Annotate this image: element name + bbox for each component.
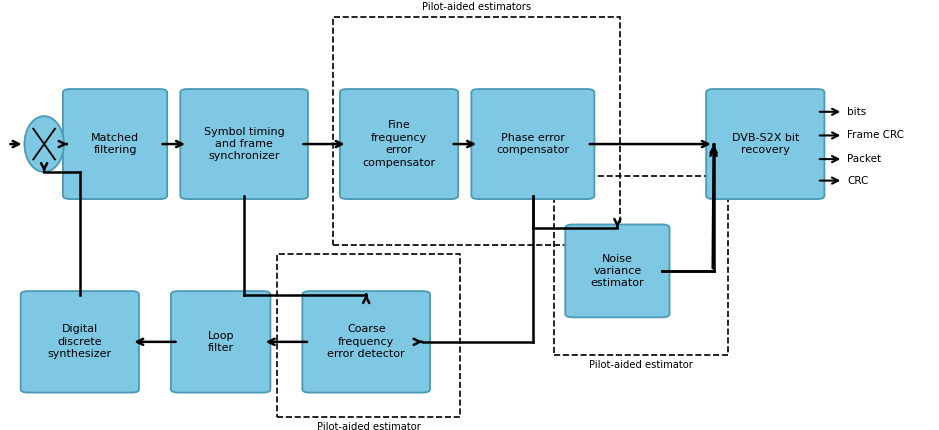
Text: Phase error
compensator: Phase error compensator <box>497 133 569 155</box>
Text: Matched
filtering: Matched filtering <box>91 133 139 155</box>
Text: Digital
discrete
synthesizer: Digital discrete synthesizer <box>48 325 112 359</box>
Text: Frame CRC: Frame CRC <box>847 130 904 141</box>
Text: Fine
frequency
error
compensator: Fine frequency error compensator <box>362 120 436 168</box>
FancyBboxPatch shape <box>706 89 824 199</box>
FancyBboxPatch shape <box>180 89 308 199</box>
Text: Pilot-aided estimator: Pilot-aided estimator <box>316 422 421 430</box>
Text: Pilot-aided estimators: Pilot-aided estimators <box>422 2 531 12</box>
Text: bits: bits <box>847 107 867 117</box>
FancyBboxPatch shape <box>340 89 458 199</box>
Text: Loop
filter: Loop filter <box>208 331 234 353</box>
Text: Packet: Packet <box>847 154 881 164</box>
Ellipse shape <box>24 116 64 172</box>
FancyBboxPatch shape <box>63 89 167 199</box>
FancyBboxPatch shape <box>171 291 270 393</box>
Text: DVB-S2X bit
recovery: DVB-S2X bit recovery <box>731 133 799 155</box>
Text: CRC: CRC <box>847 175 869 186</box>
FancyBboxPatch shape <box>21 291 139 393</box>
FancyBboxPatch shape <box>302 291 430 393</box>
Text: Noise
variance
estimator: Noise variance estimator <box>591 254 644 288</box>
Text: Coarse
frequency
error detector: Coarse frequency error detector <box>328 325 405 359</box>
Text: Pilot-aided estimator: Pilot-aided estimator <box>589 360 693 370</box>
FancyBboxPatch shape <box>565 224 670 317</box>
Text: Symbol timing
and frame
synchronizer: Symbol timing and frame synchronizer <box>204 127 285 161</box>
FancyBboxPatch shape <box>471 89 594 199</box>
